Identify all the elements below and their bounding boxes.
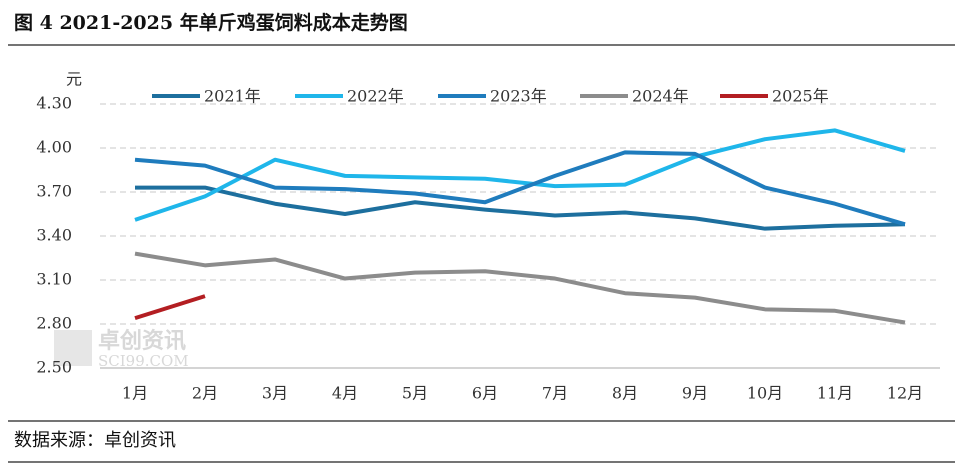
x-tick-label: 3月: [262, 384, 288, 403]
series-line: [135, 185, 906, 231]
y-tick-label: 3.10: [36, 270, 72, 289]
chart-title: 图 4 2021-2025 年单斤鸡蛋饲料成本走势图: [14, 11, 408, 34]
y-tick-label: 4.00: [36, 138, 72, 157]
legend-label: 2025年: [772, 87, 829, 106]
y-tick-label: 2.80: [36, 314, 72, 333]
x-tick-label: 7月: [542, 384, 568, 403]
y-tick-label: 3.40: [36, 226, 72, 245]
series-line: [134, 128, 906, 222]
watermark: 卓创资讯: [98, 328, 186, 354]
x-tick-label: 5月: [402, 384, 428, 403]
y-tick-label: 4.30: [36, 94, 72, 113]
legend-label: 2022年: [347, 87, 404, 106]
y-tick-label: 2.50: [36, 358, 72, 377]
x-tick-label: 10月: [747, 384, 783, 403]
series-line: [134, 251, 906, 325]
series-line: [134, 150, 906, 227]
x-tick-label: 4月: [332, 384, 358, 403]
legend-label: 2023年: [490, 87, 547, 106]
watermark: SCI99.COM: [98, 352, 189, 370]
x-tick-label: 8月: [612, 384, 638, 403]
y-tick-label: 3.70: [36, 182, 72, 201]
source: 数据来源：卓创资讯: [14, 430, 176, 451]
legend-label: 2024年: [632, 87, 689, 106]
x-tick-label: 9月: [682, 384, 708, 403]
y-unit: 元: [66, 70, 82, 89]
watermark-logo: [54, 330, 92, 366]
legend-label: 2021年: [204, 87, 261, 106]
x-tick-label: 12月: [887, 384, 923, 403]
x-tick-label: 6月: [472, 384, 498, 403]
x-tick-label: 2月: [192, 384, 218, 403]
x-tick-label: 11月: [817, 384, 853, 403]
x-tick-label: 1月: [122, 384, 148, 403]
series-line: [134, 294, 206, 321]
